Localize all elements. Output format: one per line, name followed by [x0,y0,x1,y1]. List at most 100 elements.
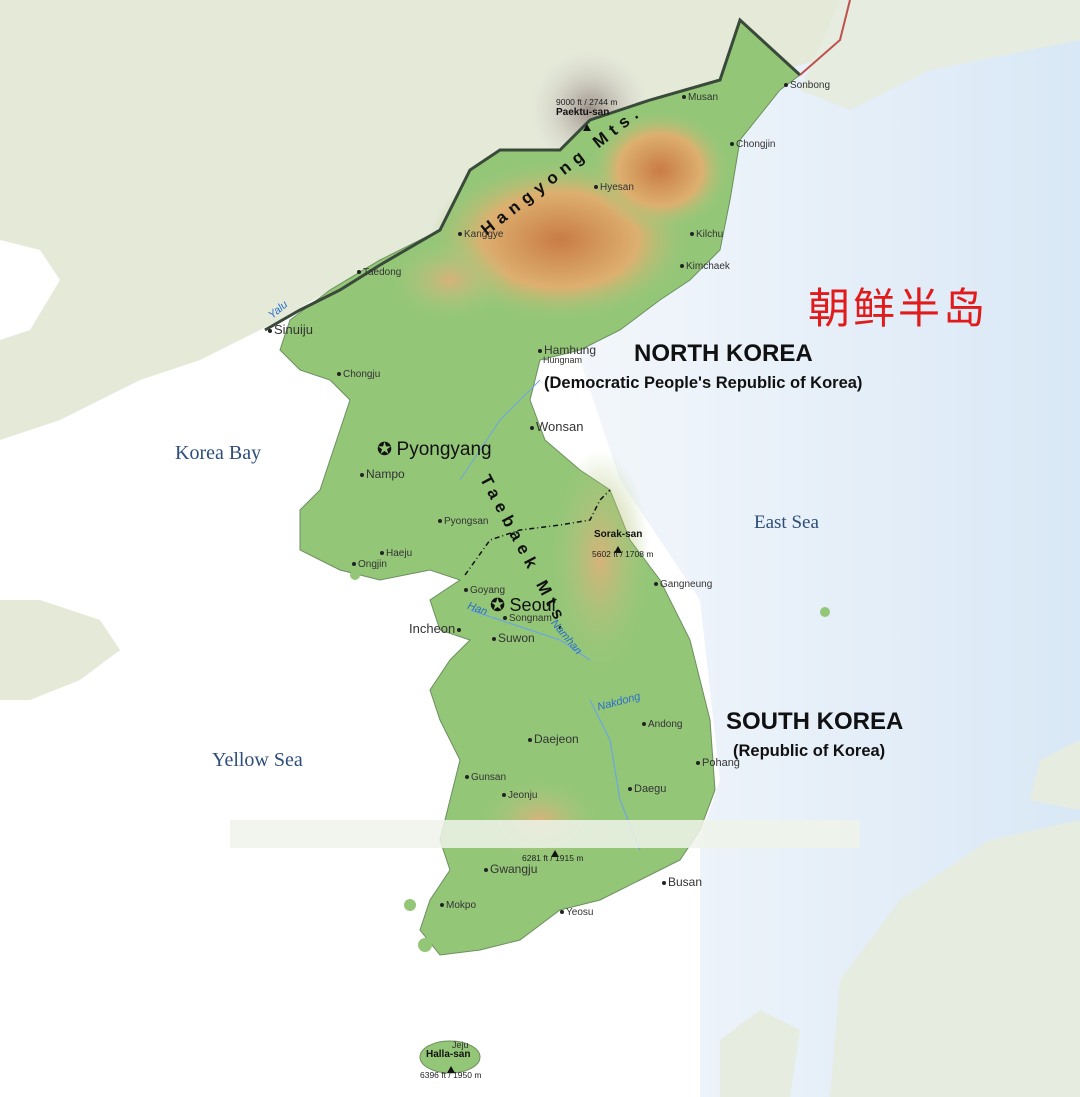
city-kanggye: Kanggye [458,230,503,240]
city-dot-icon [696,761,700,766]
city-label: Andong [648,719,683,730]
city-ongjin: Ongjin [352,560,387,570]
city-daejeon: Daejeon [528,733,579,745]
taebaek-highland [550,450,650,670]
city-dot-icon [503,616,507,621]
city-dot-icon [784,83,788,88]
city-label: Chongju [343,369,381,380]
city-label: Kanggye [464,229,504,240]
city-daegu: Daegu [628,784,666,795]
blurred-strip [230,820,860,848]
city-label: Pyongsan [444,516,489,527]
city-label: Sinuiju [274,322,314,337]
city-sonbong: Sonbong [784,81,830,91]
city-label: Chongjin [736,139,776,150]
shandong-landmass [0,600,120,700]
city-jeju: Jeju [452,1041,469,1050]
peak-triangle-icon [447,1061,455,1077]
yellow-sea-label: Yellow Sea [212,749,303,771]
city-musan: Musan [682,93,718,103]
north-korea-label: NORTH KOREA [634,340,813,367]
city-dot-icon [438,519,442,524]
city-gunsan: Gunsan [465,773,506,783]
city-haeju: Haeju [380,549,412,559]
city-label: Daegu [634,783,667,795]
city-taedong: Taedong [357,268,401,278]
korea-bay-label: Korea Bay [175,442,262,464]
city-dot-icon [682,95,686,100]
city-dot-icon [680,264,684,269]
city-pohang: Pohang [696,758,740,769]
halla-name: Halla-san [426,1049,471,1060]
russia-border [799,0,851,76]
halla-elevation: 6396 ft / 1950 m [420,1070,482,1080]
city-label: Busan [668,875,703,889]
city-jeonju: Jeonju [502,791,537,801]
city-label: Incheon [409,621,456,636]
south-korea-label: SOUTH KOREA [726,708,904,735]
city-label: Taedong [363,267,402,278]
city-songnam: Songnam [503,614,552,624]
city-label: Jeonju [508,790,538,801]
city-dot-icon [594,185,598,190]
city-label: Hamhung [544,343,597,357]
city-mokpo: Mokpo [440,901,476,911]
city-label: Gwangju [490,862,538,876]
china-landmass [0,0,840,440]
bay-inlet [0,240,60,340]
river-line-north [459,379,541,481]
city-dot-icon [357,270,361,275]
south-korea-fullname: (Republic of Korea) [733,742,886,760]
jeju-island [419,1040,481,1074]
city-dot-icon [528,737,532,742]
han-river-line [469,609,591,661]
city-chongju: Chongju [337,370,380,380]
city-sinuiju: Sinuiju [268,323,313,336]
city-label: Mokpo [446,900,477,911]
city-suwon: Suwon [492,632,535,644]
city-dot-icon [380,551,384,556]
seoul-capital: ✪ Seoul [490,596,556,615]
jiri-elevation: 6281 ft / 1915 m [522,853,584,863]
city-label: Wonsan [536,419,584,434]
city-dot-icon [440,903,444,908]
city-label: Haeju [386,548,413,559]
city-hamhung: Hamhung [538,344,596,356]
pyongyang-label: Pyongyang [396,439,492,460]
city-dot-icon [268,328,272,333]
sorak-name: Sorak-san [594,529,643,540]
russia-landmass [800,0,1080,110]
city-dot-icon [530,425,534,430]
city-dot-icon [730,142,734,147]
peak-triangle-icon [551,845,559,861]
city-label: Kimchaek [686,261,730,272]
city-andong: Andong [642,720,682,730]
sw-island-2 [418,938,432,952]
city-pyongsan: Pyongsan [438,517,488,527]
city-dot-icon [484,867,488,872]
sw-island-1 [404,899,416,911]
city-label: Yeosu [566,907,594,918]
city-dot-icon [457,627,462,632]
city-hyesan: Hyesan [594,183,634,193]
city-label: Hyesan [600,182,634,193]
capital-star-icon: ✪ [490,595,506,615]
peak-triangle-icon [583,119,591,135]
city-goyang: Goyang [464,586,505,596]
city-dot-icon [502,793,506,798]
city-gwangju: Gwangju [484,863,537,875]
ulleung-island [820,607,830,617]
city-nampo: Nampo [360,468,405,480]
city-dot-icon [360,472,364,477]
city-chongjin: Chongjin [730,140,775,150]
capital-star-icon: ✪ [377,439,393,459]
city-busan: Busan [662,876,702,888]
tsushima-landmass [720,1010,800,1097]
w-island-1 [350,570,360,580]
pyongyang-capital: ✪ Pyongyang [377,440,492,459]
city-wonsan: Wonsan [530,420,583,433]
city-dot-icon [642,722,646,727]
city-label: Musan [688,92,719,103]
